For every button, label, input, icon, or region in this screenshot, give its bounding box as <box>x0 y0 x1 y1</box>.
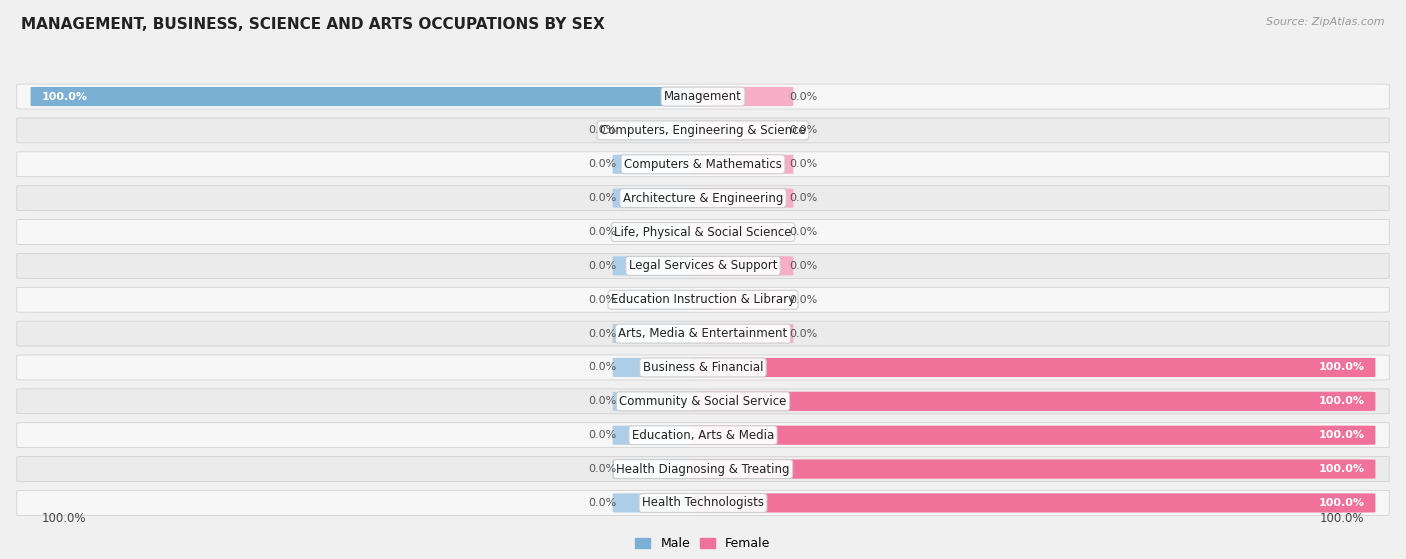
Text: 0.0%: 0.0% <box>589 261 617 271</box>
Text: 0.0%: 0.0% <box>789 261 817 271</box>
Text: 100.0%: 100.0% <box>1319 498 1364 508</box>
FancyBboxPatch shape <box>692 425 1375 445</box>
FancyBboxPatch shape <box>17 389 1389 414</box>
Text: 0.0%: 0.0% <box>789 125 817 135</box>
Text: 0.0%: 0.0% <box>589 227 617 237</box>
FancyBboxPatch shape <box>17 220 1389 244</box>
Text: Business & Financial: Business & Financial <box>643 361 763 374</box>
FancyBboxPatch shape <box>613 425 714 445</box>
Text: Legal Services & Support: Legal Services & Support <box>628 259 778 272</box>
FancyBboxPatch shape <box>692 87 793 106</box>
Text: Education Instruction & Library: Education Instruction & Library <box>612 293 794 306</box>
FancyBboxPatch shape <box>17 321 1389 346</box>
FancyBboxPatch shape <box>692 324 793 343</box>
Text: Source: ZipAtlas.com: Source: ZipAtlas.com <box>1267 17 1385 27</box>
Text: 0.0%: 0.0% <box>789 193 817 203</box>
FancyBboxPatch shape <box>613 459 714 479</box>
Text: Community & Social Service: Community & Social Service <box>619 395 787 408</box>
FancyBboxPatch shape <box>17 152 1389 177</box>
Text: 0.0%: 0.0% <box>789 159 817 169</box>
Text: 100.0%: 100.0% <box>1319 362 1364 372</box>
FancyBboxPatch shape <box>692 222 793 241</box>
Text: 100.0%: 100.0% <box>1319 396 1364 406</box>
FancyBboxPatch shape <box>17 457 1389 481</box>
Text: Education, Arts & Media: Education, Arts & Media <box>631 429 775 442</box>
Text: Health Technologists: Health Technologists <box>643 496 763 509</box>
Text: 0.0%: 0.0% <box>589 329 617 339</box>
FancyBboxPatch shape <box>613 155 714 174</box>
FancyBboxPatch shape <box>613 121 714 140</box>
Legend: Male, Female: Male, Female <box>630 532 776 556</box>
Text: 100.0%: 100.0% <box>42 92 87 102</box>
Text: Arts, Media & Entertainment: Arts, Media & Entertainment <box>619 327 787 340</box>
FancyBboxPatch shape <box>692 392 1375 411</box>
FancyBboxPatch shape <box>31 87 714 106</box>
FancyBboxPatch shape <box>613 494 714 513</box>
FancyBboxPatch shape <box>17 186 1389 211</box>
Text: 100.0%: 100.0% <box>1319 430 1364 440</box>
FancyBboxPatch shape <box>613 358 714 377</box>
Text: 0.0%: 0.0% <box>789 295 817 305</box>
Text: 100.0%: 100.0% <box>1319 464 1364 474</box>
Text: Computers, Engineering & Science: Computers, Engineering & Science <box>600 124 806 137</box>
FancyBboxPatch shape <box>692 290 793 309</box>
FancyBboxPatch shape <box>613 392 714 411</box>
Text: 0.0%: 0.0% <box>589 430 617 440</box>
FancyBboxPatch shape <box>692 155 793 174</box>
Text: 0.0%: 0.0% <box>589 464 617 474</box>
FancyBboxPatch shape <box>692 459 1375 479</box>
FancyBboxPatch shape <box>613 188 714 208</box>
Text: Computers & Mathematics: Computers & Mathematics <box>624 158 782 170</box>
Text: 0.0%: 0.0% <box>789 92 817 102</box>
FancyBboxPatch shape <box>692 256 793 276</box>
FancyBboxPatch shape <box>17 423 1389 448</box>
FancyBboxPatch shape <box>17 355 1389 380</box>
FancyBboxPatch shape <box>17 84 1389 109</box>
Text: 100.0%: 100.0% <box>1320 511 1364 525</box>
FancyBboxPatch shape <box>17 253 1389 278</box>
Text: 0.0%: 0.0% <box>589 159 617 169</box>
Text: 0.0%: 0.0% <box>789 227 817 237</box>
Text: MANAGEMENT, BUSINESS, SCIENCE AND ARTS OCCUPATIONS BY SEX: MANAGEMENT, BUSINESS, SCIENCE AND ARTS O… <box>21 17 605 32</box>
FancyBboxPatch shape <box>613 256 714 276</box>
FancyBboxPatch shape <box>17 287 1389 312</box>
Text: 0.0%: 0.0% <box>589 498 617 508</box>
FancyBboxPatch shape <box>692 188 793 208</box>
Text: 0.0%: 0.0% <box>789 329 817 339</box>
FancyBboxPatch shape <box>613 324 714 343</box>
FancyBboxPatch shape <box>17 490 1389 515</box>
FancyBboxPatch shape <box>692 121 793 140</box>
Text: Health Diagnosing & Treating: Health Diagnosing & Treating <box>616 462 790 476</box>
FancyBboxPatch shape <box>692 494 1375 513</box>
Text: Life, Physical & Social Science: Life, Physical & Social Science <box>614 225 792 239</box>
Text: Management: Management <box>664 90 742 103</box>
FancyBboxPatch shape <box>613 290 714 309</box>
Text: 100.0%: 100.0% <box>42 511 86 525</box>
Text: 0.0%: 0.0% <box>589 193 617 203</box>
Text: 0.0%: 0.0% <box>589 362 617 372</box>
FancyBboxPatch shape <box>17 118 1389 143</box>
Text: 0.0%: 0.0% <box>589 396 617 406</box>
FancyBboxPatch shape <box>692 358 1375 377</box>
Text: 0.0%: 0.0% <box>589 125 617 135</box>
Text: 0.0%: 0.0% <box>589 295 617 305</box>
Text: Architecture & Engineering: Architecture & Engineering <box>623 192 783 205</box>
FancyBboxPatch shape <box>613 222 714 241</box>
